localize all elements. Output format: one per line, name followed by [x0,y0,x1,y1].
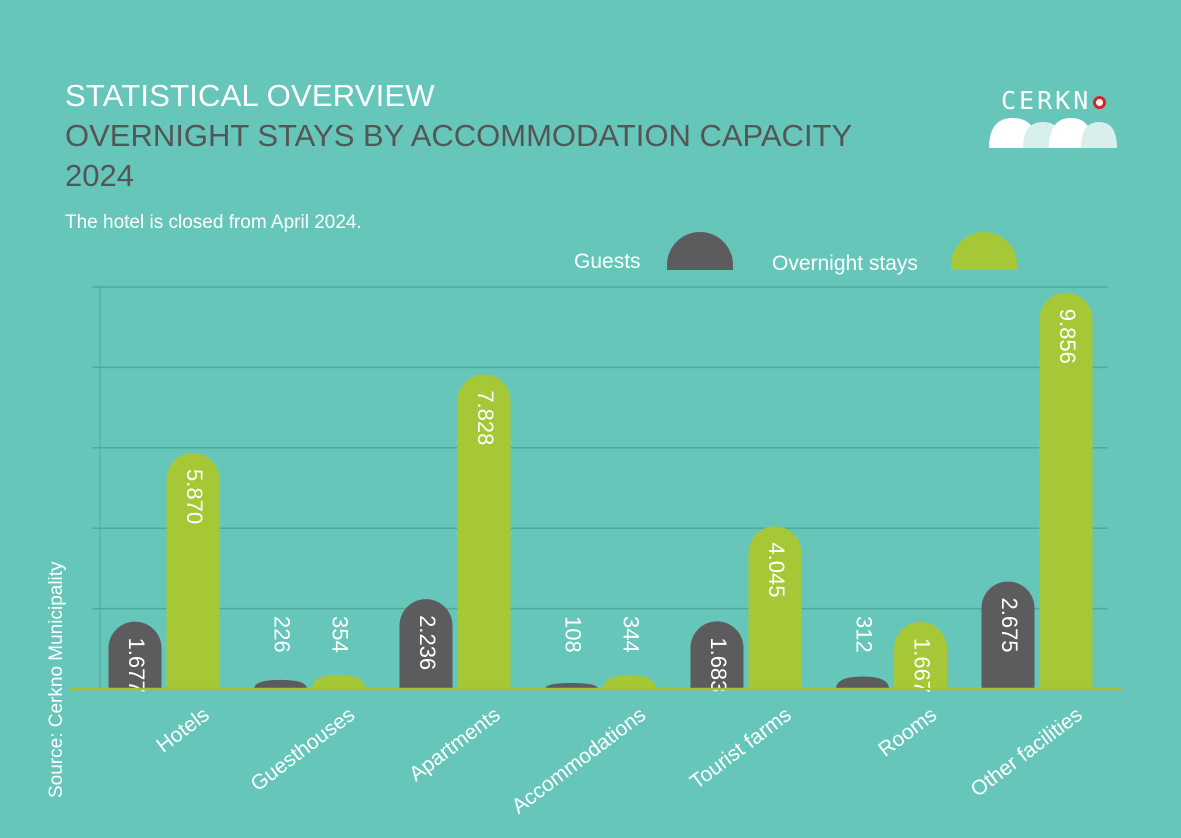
value-label-overnight-stays: 354 [328,616,353,653]
legend-label-guests: Guests [574,250,641,273]
value-label-overnight-stays: 7.828 [473,390,498,445]
value-label-overnight-stays: 4.045 [764,542,789,597]
bar-overnight-stays [1039,292,1093,689]
chart-bars [108,292,1093,689]
value-label-guests: 2.236 [415,615,440,670]
bar-guests [108,621,162,689]
value-label-overnight-stays: 5.870 [182,469,207,524]
logo-hills-icon [989,118,1117,148]
value-label-guests: 2.675 [997,597,1022,652]
cerkno-logo: CERKN [985,82,1125,152]
value-label-overnight-stays: 9.856 [1055,309,1080,364]
bar-guests [399,599,453,689]
chart-gridlines [92,286,1108,689]
value-label-guests: 1.683 [706,637,731,692]
bar-guests [836,676,889,689]
value-label-guests: 108 [561,616,586,653]
category-label: Hotels [152,703,213,757]
category-label: Tourist farms [686,703,796,794]
logo-red-ring [1093,96,1106,109]
category-label: Accommodations [508,703,650,818]
value-label-guests: 1.677 [124,638,149,693]
chart-title: STATISTICAL OVERVIEW [65,78,435,113]
chart-value-labels: 1.677 5.870 226 354 2.236 7.828 108 344 1.683 4.0… [124,309,1080,693]
value-label-guests: 312 [852,616,877,653]
category-label: Other facilities [967,703,1087,801]
chart-year: 2024 [65,158,134,193]
bar-guests [690,621,744,689]
category-label: Rooms [874,703,941,761]
bar-overnight-stays [603,675,656,689]
legend-label-overnight-stays: Overnight stays [772,252,918,275]
bar-overnight-stays [748,526,802,689]
value-label-overnight-stays: 344 [619,616,644,653]
value-label-overnight-stays: 1.667 [910,638,935,693]
bar-overnight-stays [312,674,365,689]
bar-overnight-stays [457,374,511,689]
bar-guests [981,581,1035,689]
bar-guests [545,683,598,689]
category-label: Apartments [405,703,505,786]
bar-overnight-stays [894,621,947,689]
chart-category-labels: Hotels Guesthouses Apartments Accommodation… [152,703,1086,818]
bar-guests [254,679,307,689]
bar-overnight-stays [166,453,220,689]
value-label-guests: 226 [270,616,295,653]
chart-note: The hotel is closed from April 2024. [65,212,362,233]
logo-text: CERKN [1001,86,1092,115]
chart-subtitle: OVERNIGHT STAYS BY ACCOMMODATION CAPACIT… [65,118,853,153]
category-label: Guesthouses [247,703,360,796]
